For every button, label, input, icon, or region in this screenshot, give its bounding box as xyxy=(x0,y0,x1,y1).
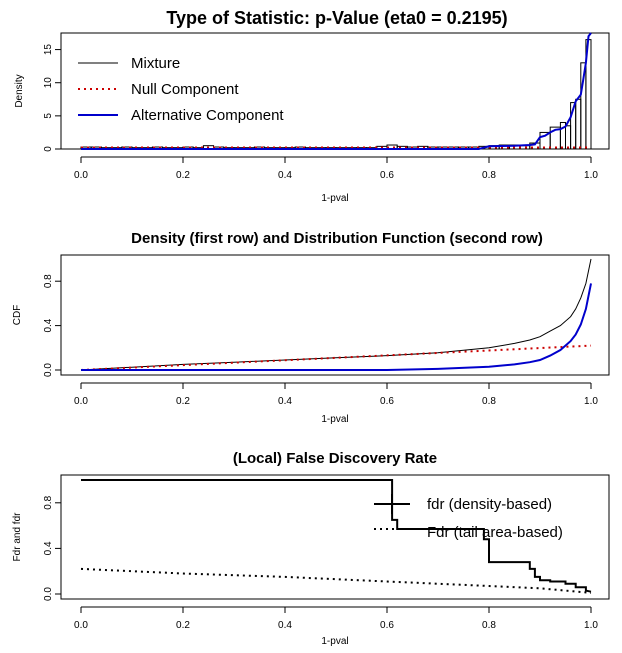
x-tick-label: 0.2 xyxy=(176,620,190,631)
x-tick-label: 0.8 xyxy=(482,620,496,631)
legend-null-label: Null Component xyxy=(131,81,239,98)
x-tick-label: 0.8 xyxy=(482,396,496,407)
panel-2-title: Density (first row) and Distribution Fun… xyxy=(131,230,543,247)
panel-2-plot-box xyxy=(60,254,610,376)
panel-2-lines xyxy=(80,258,592,371)
panel-3-lines xyxy=(80,479,592,594)
series-mixture xyxy=(80,258,592,371)
y-tick-label: 5 xyxy=(43,113,54,119)
panel-2-x-label: 1-pval xyxy=(321,414,348,425)
panel-1-title: Type of Statistic: p-Value (eta0 = 0.219… xyxy=(166,8,507,28)
y-tick-label: 15 xyxy=(43,44,54,56)
panel-1-y-label: Density xyxy=(14,74,25,107)
series-fdr-density-based xyxy=(81,479,592,593)
panel-2-y-axis: 0.0 0.4 0.8 xyxy=(43,274,62,377)
panel-1-lines xyxy=(81,32,592,150)
y-tick-label: 0 xyxy=(43,146,54,152)
panel-3-y-axis: 0.0 0.4 0.8 xyxy=(43,495,62,601)
legend-mixture-label: Mixture xyxy=(131,55,180,72)
y-tick-label: 10 xyxy=(43,77,54,89)
y-tick-label: 0.4 xyxy=(43,541,54,555)
panel-3-x-label: 1-pval xyxy=(321,636,348,647)
x-tick-label: 1.0 xyxy=(584,396,598,407)
panel-2-x-axis: 0.0 0.2 0.4 0.6 0.8 1.0 xyxy=(74,382,598,407)
y-tick-label: 0.8 xyxy=(43,274,54,288)
x-tick-label: 1.0 xyxy=(584,170,598,181)
legend-fdr-label: fdr (density-based) xyxy=(427,496,552,513)
y-tick-label: 0.4 xyxy=(43,318,54,332)
y-tick-label: 0.0 xyxy=(43,363,54,377)
panel-cdf: Density (first row) and Distribution Fun… xyxy=(12,230,610,425)
legend-Fdr-label: Fdr (tail area-based) xyxy=(427,524,563,541)
x-tick-label: 0.6 xyxy=(380,620,394,631)
panel-2-y-label: CDF xyxy=(12,305,23,326)
y-tick-label: 0.0 xyxy=(43,587,54,601)
x-tick-label: 0.0 xyxy=(74,170,88,181)
panel-1-x-label: 1-pval xyxy=(321,193,348,204)
x-tick-label: 0.4 xyxy=(278,396,292,407)
panel-3-x-axis: 0.0 0.2 0.4 0.6 0.8 1.0 xyxy=(74,606,598,631)
x-tick-label: 0.4 xyxy=(278,620,292,631)
panel-1-y-axis: 0 5 10 15 xyxy=(43,44,62,152)
x-tick-label: 0.2 xyxy=(176,170,190,181)
legend-alternative-label: Alternative Component xyxy=(131,107,284,124)
panel-1-legend: Mixture Null Component Alternative Compo… xyxy=(78,55,284,124)
series-null-component xyxy=(80,344,592,371)
histogram-bar xyxy=(565,125,572,150)
panel-3-legend: fdr (density-based) Fdr (tail area-based… xyxy=(374,494,563,541)
panel-3-y-label: Fdr and fdr xyxy=(12,512,23,562)
series-alternative-component xyxy=(81,32,592,150)
series-alternative-component xyxy=(81,283,592,371)
panel-fdr: (Local) False Discovery Rate 0.0 0.2 0.4 0.… xyxy=(12,450,610,647)
histogram-bar xyxy=(575,98,582,150)
x-tick-label: 0.0 xyxy=(74,620,88,631)
series-fdr-tail-area-based xyxy=(80,567,592,594)
y-tick-label: 0.8 xyxy=(43,495,54,509)
panel-3-title: (Local) False Discovery Rate xyxy=(233,450,437,467)
x-tick-label: 0.8 xyxy=(482,170,496,181)
x-tick-label: 0.0 xyxy=(74,396,88,407)
panel-density: Type of Statistic: p-Value (eta0 = 0.219… xyxy=(14,8,610,204)
x-tick-label: 0.6 xyxy=(380,170,394,181)
x-tick-label: 0.4 xyxy=(278,170,292,181)
x-tick-label: 0.6 xyxy=(380,396,394,407)
x-tick-label: 0.2 xyxy=(176,396,190,407)
panel-1-x-axis: 0.0 0.2 0.4 0.6 0.8 1.0 xyxy=(74,156,598,181)
x-tick-label: 1.0 xyxy=(584,620,598,631)
